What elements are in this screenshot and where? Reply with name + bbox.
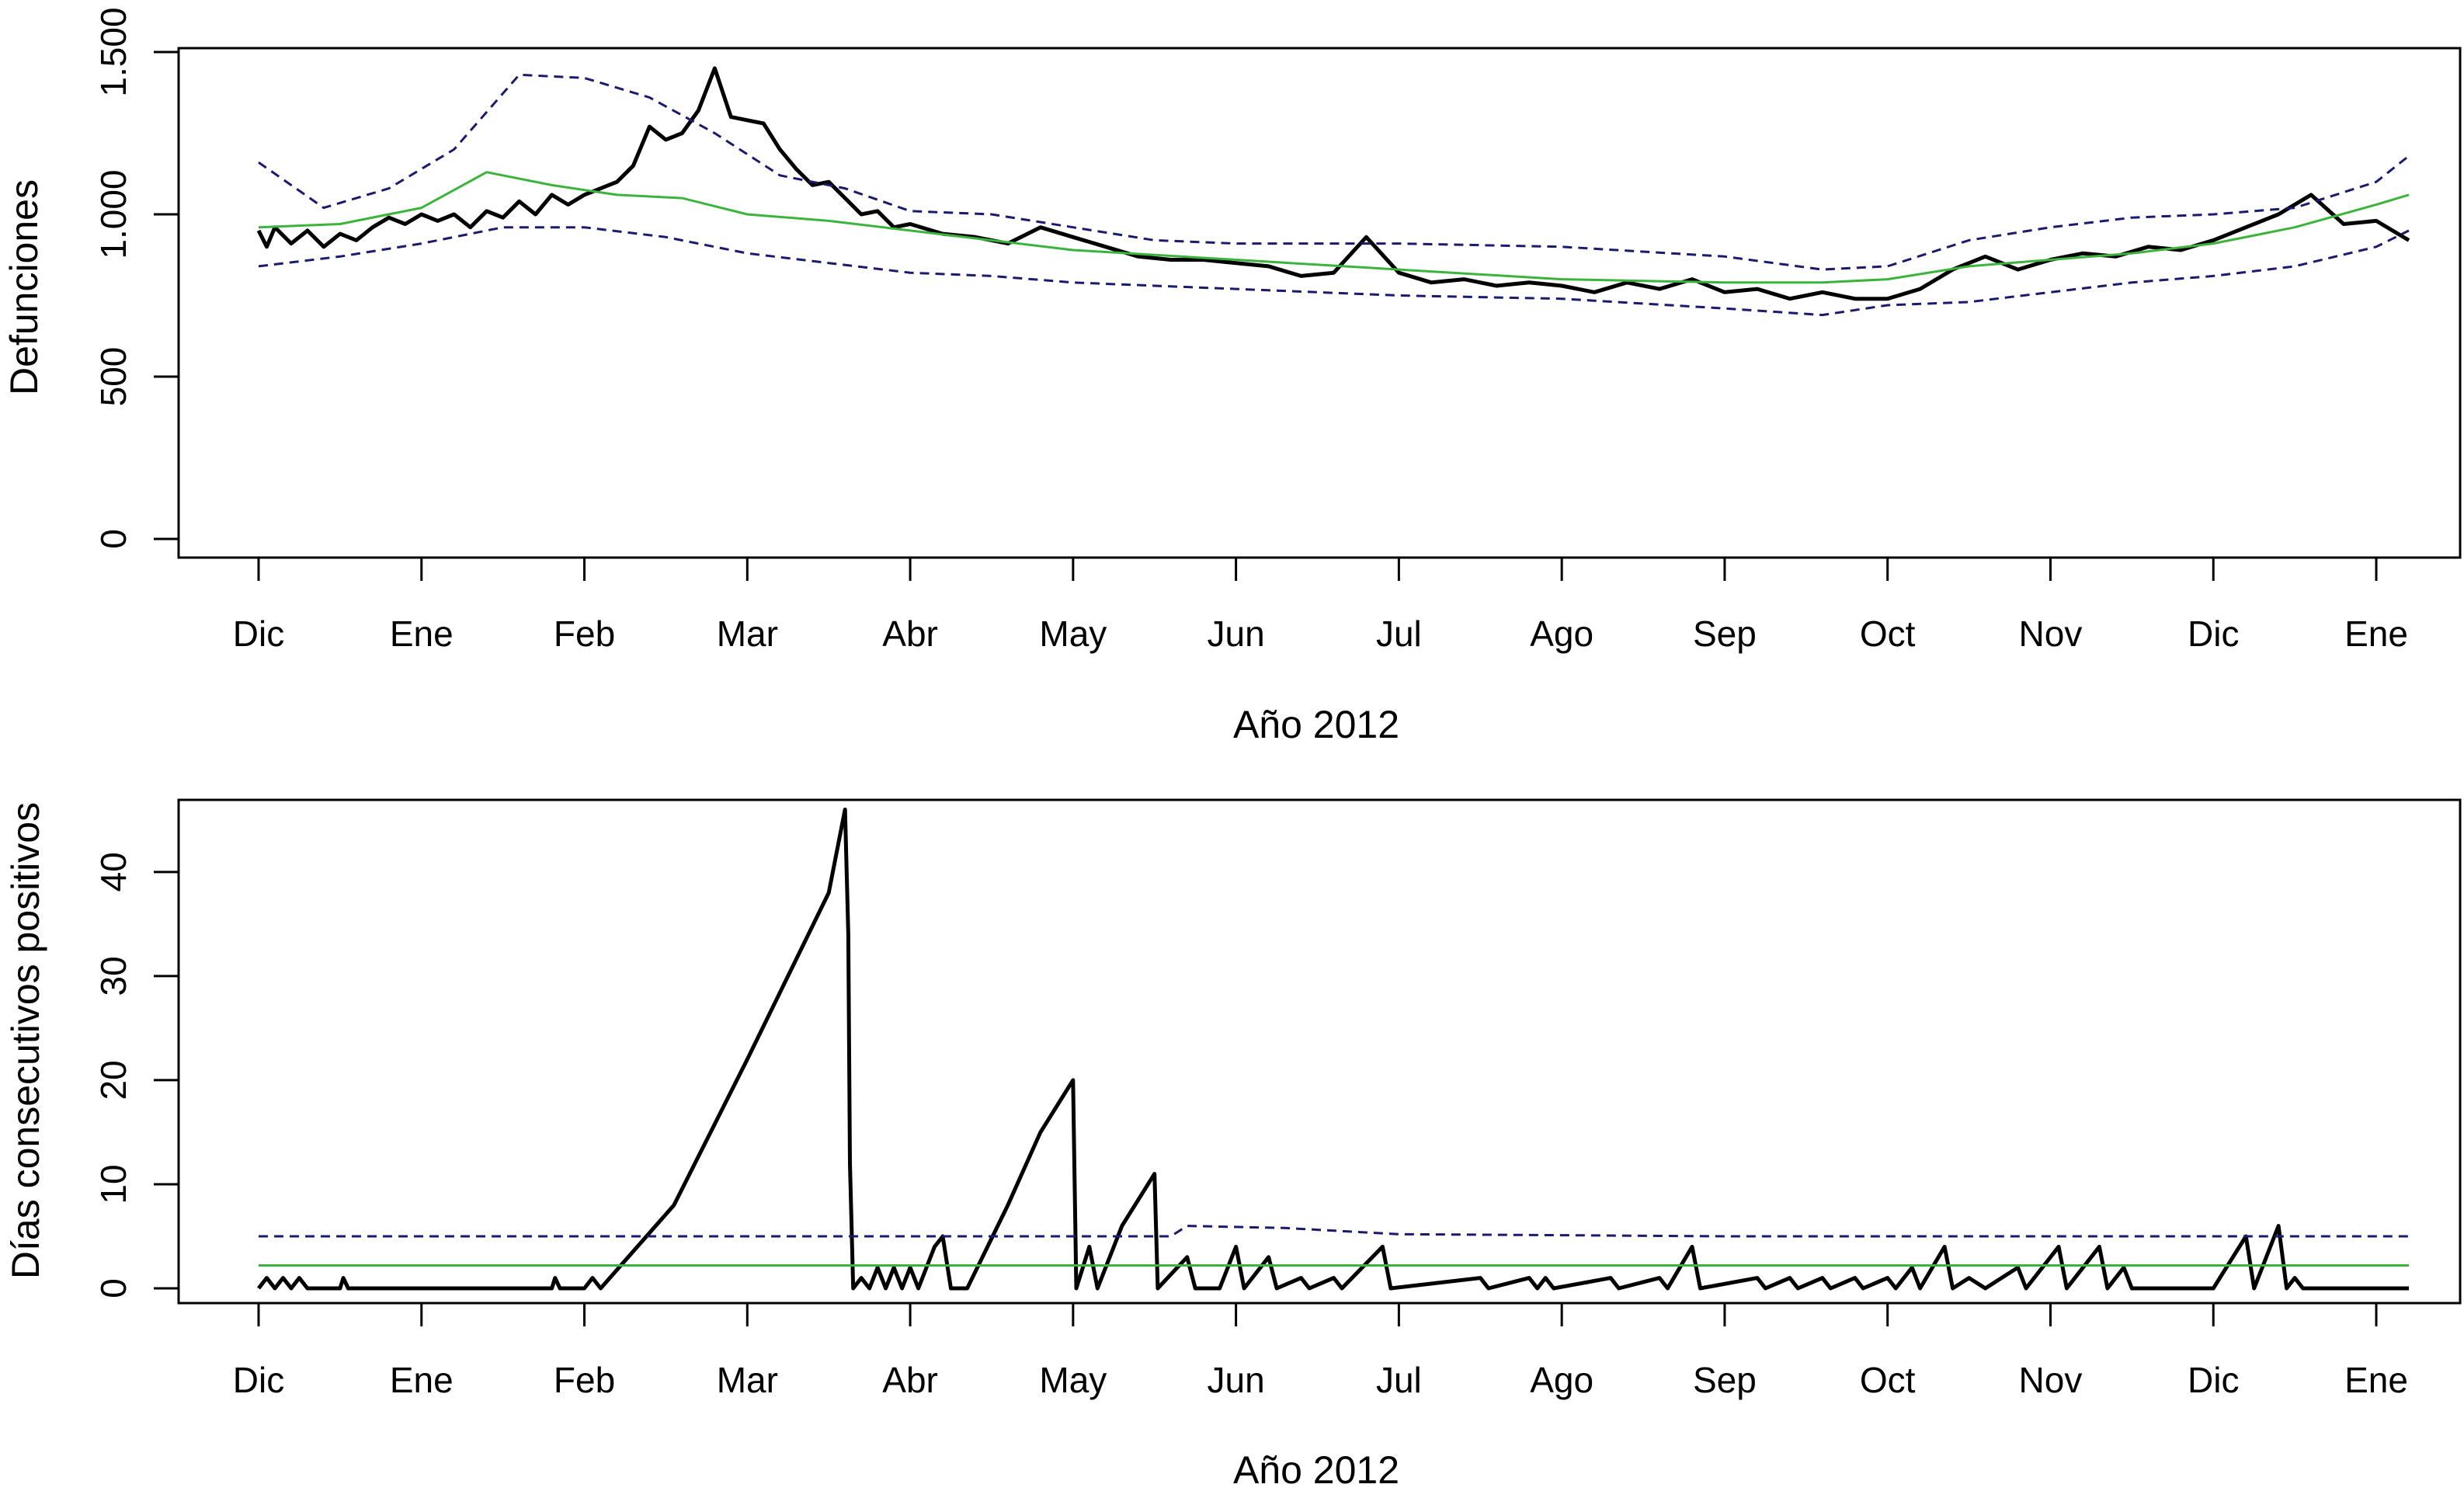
consecutive-days-series-layer [257,807,2409,1291]
consecutive-days-y-tick-label: 0 [93,1278,134,1298]
consecutive-days-y-tick-label: 40 [93,852,134,892]
deaths-x-tick-label: Abr [882,613,938,654]
consecutive-days-x-tick-label: Sep [1693,1360,1757,1400]
deaths-x-tick-label: Nov [2019,613,2083,654]
consecutive-days-x-tick-label: Jun [1208,1360,1265,1400]
deaths-x-tick-label: Mar [717,613,778,654]
consecutive-days-x-tick-label: Mar [717,1360,778,1400]
deaths-x-tick-label: Jun [1208,613,1265,654]
consecutive-days-x-tick-label: Ene [390,1360,454,1400]
consecutive-days-x-tick-label: Feb [554,1360,615,1400]
deaths-x-tick-label: Feb [554,613,615,654]
consecutive-days-chart: 0 10 20 30 40 Dic Ene Feb Mar Abr May Jun Jul Ago Sep… [4,798,2462,1492]
deaths-series-3 [258,226,2410,317]
deaths-x-axis-title: Año 2012 [1233,703,1399,746]
deaths-y-tick-label: 0 [93,529,134,549]
consecutive-days-x-tick-label: Ene [2344,1360,2408,1400]
consecutive-days-y-axis-title: Días consecutivos positivos [4,802,47,1279]
consecutive-days-x-tick-label: Jul [1376,1360,1422,1400]
deaths-x-tick-label: Sep [1693,613,1757,654]
consecutive-days-x-tick-label: Ago [1530,1360,1593,1400]
deaths-series-1 [258,171,2410,284]
consecutive-days-x-tick-label: Abr [882,1360,938,1400]
deaths-series-layer [256,66,2410,317]
deaths-x-tick-label: Ene [390,613,454,654]
deaths-x-tick-label: Oct [1860,613,1916,654]
consecutive-days-y-tick-label: 30 [93,956,134,996]
consecutive-days-x-axis: Dic Ene Feb Mar Abr May Jun Jul Ago Sep Oct Nov Dic E… [233,1302,2408,1400]
deaths-x-tick-label: Ene [2344,613,2408,654]
deaths-y-axis: 0 500 1.000 1.500 [93,7,180,549]
consecutive-days-x-tick-label: Dic [233,1360,284,1400]
consecutive-days-x-tick-label: Oct [1860,1360,1916,1400]
deaths-x-tick-label: Dic [2188,613,2239,654]
consecutive-days-x-tick-label: Dic [2188,1360,2239,1400]
deaths-y-tick-label: 500 [93,347,134,407]
deaths-x-tick-label: May [1039,613,1107,654]
deaths-x-tick-label: Jul [1376,613,1422,654]
deaths-chart: 0 500 1.000 1.500 Dic Ene Feb Mar Abr May Jun Jul A… [2,7,2462,746]
consecutive-days-series-0 [257,807,2409,1291]
deaths-series-2 [258,73,2410,271]
consecutive-days-x-tick-label: Nov [2019,1360,2083,1400]
deaths-y-tick-label: 1.000 [93,169,134,259]
deaths-y-tick-label: 1.500 [93,7,134,96]
consecutive-days-y-tick-label: 10 [93,1164,134,1204]
deaths-y-axis-title: Defunciones [2,179,46,395]
deaths-x-axis: Dic Ene Feb Mar Abr May Jun Jul Ago Sep Oct Nov Dic E… [233,556,2408,654]
deaths-series-0 [256,66,2410,301]
consecutive-days-x-axis-title: Año 2012 [1233,1448,1399,1492]
consecutive-days-y-tick-label: 20 [93,1060,134,1100]
consecutive-days-y-axis: 0 10 20 30 40 [93,852,180,1298]
deaths-x-tick-label: Ago [1530,613,1593,654]
consecutive-days-x-tick-label: May [1039,1360,1107,1400]
deaths-x-tick-label: Dic [233,613,284,654]
